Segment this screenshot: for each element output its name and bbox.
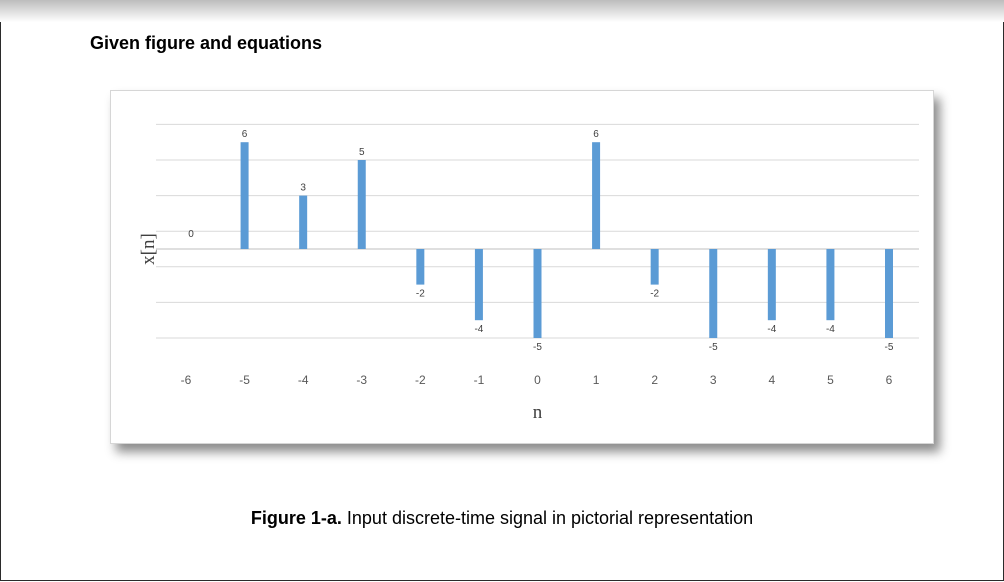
bar — [533, 249, 542, 338]
x-tick-label: -2 — [415, 373, 426, 387]
signal-chart: 0 6 3 5 -2 -4 -5 6 -2 -5 -4 -4 -5 -6 -5 -4 -3 -2 -1 0 1 2 3 4 5 6… — [138, 123, 919, 423]
top-shade — [0, 0, 1004, 22]
bar — [592, 142, 601, 249]
data-label: -4 — [474, 324, 483, 335]
data-label: -4 — [826, 324, 835, 335]
bar — [416, 249, 425, 285]
chart-card: 0 6 3 5 -2 -4 -5 6 -2 -5 -4 -4 -5 -6 -5 -4 -3 -2 -1 0 1 2 3 4 5 6… — [110, 90, 934, 444]
data-label: -5 — [709, 342, 718, 353]
section-heading: Given figure and equations — [90, 33, 323, 53]
x-tick-label: 2 — [651, 373, 658, 387]
x-tick-label: 4 — [768, 373, 775, 387]
figure-caption-text: Input discrete-time signal in pictorial … — [341, 508, 754, 528]
x-tick-label: 3 — [710, 373, 717, 387]
x-axis-title: n — [533, 402, 543, 423]
x-tick-label: -6 — [181, 373, 192, 387]
bar — [357, 160, 366, 249]
bar — [709, 249, 718, 338]
bar — [767, 249, 776, 321]
x-tick-label: 0 — [534, 373, 541, 387]
x-tick-label: 6 — [886, 373, 893, 387]
data-label: -5 — [885, 342, 894, 353]
bar — [885, 249, 893, 338]
data-label: 0 — [188, 229, 194, 240]
x-tick-label: -5 — [239, 373, 250, 387]
y-axis-title: x[n] — [138, 233, 159, 265]
bar — [299, 195, 308, 249]
data-label: -5 — [533, 342, 542, 353]
x-tick-label: -4 — [298, 373, 309, 387]
bar — [650, 249, 659, 285]
data-label: 3 — [300, 183, 306, 194]
bar — [474, 249, 483, 321]
x-tick-label: 1 — [593, 373, 600, 387]
bar — [240, 142, 249, 249]
data-label: -2 — [416, 289, 425, 300]
figure-caption: Figure 1-a. Input discrete-time signal i… — [0, 508, 1004, 529]
data-label: 6 — [242, 129, 248, 140]
x-tick-label: 5 — [827, 373, 834, 387]
x-tick-label: -3 — [356, 373, 367, 387]
bar — [826, 249, 835, 321]
data-label: -4 — [767, 324, 776, 335]
data-label: -2 — [650, 289, 659, 300]
data-label: 6 — [593, 129, 599, 140]
x-tick-label: -1 — [474, 373, 485, 387]
data-label: 5 — [359, 147, 365, 158]
figure-label: Figure 1-a. — [250, 508, 342, 528]
